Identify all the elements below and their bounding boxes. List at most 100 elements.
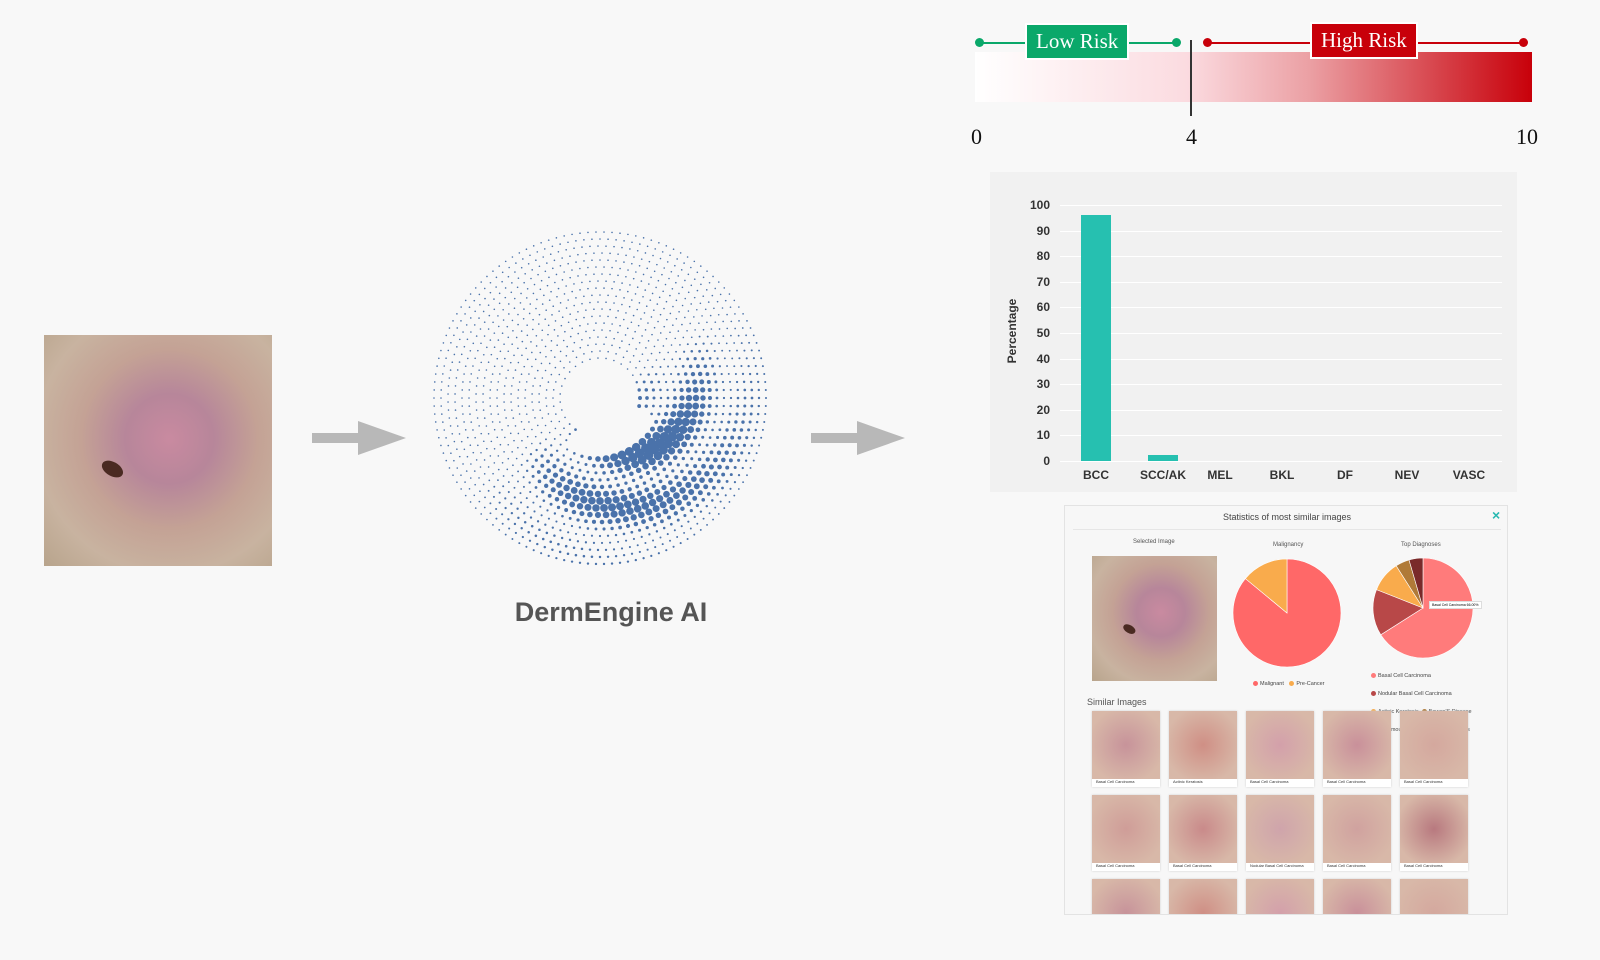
- logo-dot: [700, 283, 702, 286]
- logo-dot: [496, 397, 498, 399]
- logo-dot: [629, 361, 632, 363]
- logo-dot: [570, 560, 574, 563]
- similar-image[interactable]: [1246, 711, 1314, 779]
- logo-dot: [665, 300, 668, 303]
- logo-dot: [702, 450, 706, 454]
- similar-image-thumb[interactable]: [1246, 879, 1314, 914]
- logo-dot: [514, 271, 516, 273]
- similar-image-thumb[interactable]: Basal Cell Carcinoma: [1246, 711, 1314, 787]
- logo-dot: [730, 320, 733, 323]
- malignancy-pie: [1232, 558, 1342, 668]
- low-risk-label: Low Risk: [1025, 23, 1130, 60]
- logo-dot: [583, 316, 585, 319]
- logo-dot: [737, 334, 740, 337]
- logo-dot: [714, 335, 717, 337]
- logo-dot: [611, 266, 613, 269]
- logo-dot: [571, 269, 573, 271]
- similar-image[interactable]: [1169, 795, 1237, 863]
- similar-image[interactable]: [1400, 711, 1468, 779]
- similar-image[interactable]: [1169, 879, 1237, 914]
- logo-dot: [626, 560, 630, 563]
- similar-image-thumb[interactable]: [1169, 879, 1237, 914]
- logo-dot: [532, 385, 534, 387]
- similar-image[interactable]: [1323, 795, 1391, 863]
- logo-dot: [549, 540, 553, 544]
- close-icon[interactable]: ×: [1492, 507, 1501, 523]
- similar-image[interactable]: [1323, 879, 1391, 914]
- logo-dot: [606, 555, 610, 559]
- logo-dot: [501, 429, 503, 431]
- logo-dot: [644, 289, 647, 291]
- similar-image-thumb[interactable]: Basal Cell Carcinoma: [1400, 795, 1468, 871]
- logo-dot: [634, 330, 636, 333]
- similar-image-thumb[interactable]: Basal Cell Carcinoma: [1169, 795, 1237, 871]
- similar-image[interactable]: [1400, 879, 1468, 914]
- logo-dot: [460, 440, 463, 443]
- similar-image-thumb[interactable]: Actinic Keratosis: [1169, 711, 1237, 787]
- logo-dot: [517, 397, 519, 399]
- similar-image[interactable]: [1169, 711, 1237, 779]
- logo-dot: [639, 243, 641, 245]
- logo-dot: [535, 448, 538, 452]
- logo-dot: [593, 308, 595, 311]
- logo-dot: [701, 315, 703, 317]
- logo-dot: [703, 364, 708, 369]
- similar-image-thumb[interactable]: Basal Cell Carcinoma: [1092, 795, 1160, 871]
- logo-dot: [749, 412, 753, 416]
- logo-dot: [608, 484, 613, 489]
- similar-image-thumb[interactable]: [1400, 879, 1468, 914]
- logo-dot: [632, 314, 635, 317]
- similar-image-thumb[interactable]: Nodular Basal Cell Carcinoma: [1246, 795, 1314, 871]
- pie-slice[interactable]: [1408, 557, 1424, 609]
- low-risk-end-dot: [1172, 38, 1181, 47]
- pie-slice[interactable]: [1380, 557, 1474, 659]
- logo-dot: [735, 412, 739, 416]
- logo-dot: [453, 440, 456, 443]
- pie-slice[interactable]: [1244, 558, 1288, 614]
- logo-dot: [480, 432, 483, 435]
- similar-image-thumb[interactable]: [1323, 879, 1391, 914]
- similar-image[interactable]: [1092, 879, 1160, 914]
- logo-dot: [602, 562, 606, 566]
- logo-dot: [476, 377, 479, 379]
- similar-image-thumb[interactable]: Basal Cell Carcinoma: [1323, 711, 1391, 787]
- similar-image[interactable]: [1400, 795, 1468, 863]
- logo-dot: [672, 455, 678, 460]
- similar-image-thumb[interactable]: [1092, 879, 1160, 914]
- logo-dot: [697, 457, 702, 462]
- logo-dot: [468, 306, 471, 308]
- logo-dot: [447, 393, 449, 395]
- logo-dot: [663, 453, 670, 461]
- logo-dot: [509, 432, 512, 435]
- logo-dot: [718, 328, 721, 330]
- logo-dot: [612, 548, 616, 551]
- logo-dot: [578, 488, 586, 496]
- logo-dot: [489, 502, 492, 505]
- logo-dot: [545, 438, 547, 441]
- logo-dot: [579, 324, 581, 327]
- logo-dot: [600, 541, 604, 545]
- logo-dot: [510, 291, 513, 294]
- similar-image[interactable]: [1246, 879, 1314, 914]
- logo-dot: [587, 455, 593, 461]
- similar-image[interactable]: [1323, 711, 1391, 779]
- similar-image[interactable]: [1092, 711, 1160, 779]
- logo-dot: [567, 262, 569, 265]
- similar-image[interactable]: [1092, 795, 1160, 863]
- logo-dot: [757, 396, 761, 400]
- logo-dot: [594, 527, 598, 531]
- logo-dot: [501, 280, 503, 283]
- logo-dot: [507, 443, 510, 446]
- logo-dot: [696, 522, 699, 525]
- logo-dot: [456, 369, 459, 371]
- similar-image[interactable]: [1246, 795, 1314, 863]
- logo-dot: [643, 366, 646, 369]
- logo-dot: [764, 396, 768, 400]
- similar-image-thumb[interactable]: Basal Cell Carcinoma: [1092, 711, 1160, 787]
- logo-dot: [575, 240, 577, 242]
- similar-image-thumb[interactable]: Basal Cell Carcinoma: [1323, 795, 1391, 871]
- logo-dot: [696, 271, 699, 274]
- logo-dot: [552, 267, 554, 270]
- logo-dot: [628, 492, 635, 500]
- similar-image-thumb[interactable]: Basal Cell Carcinoma: [1400, 711, 1468, 787]
